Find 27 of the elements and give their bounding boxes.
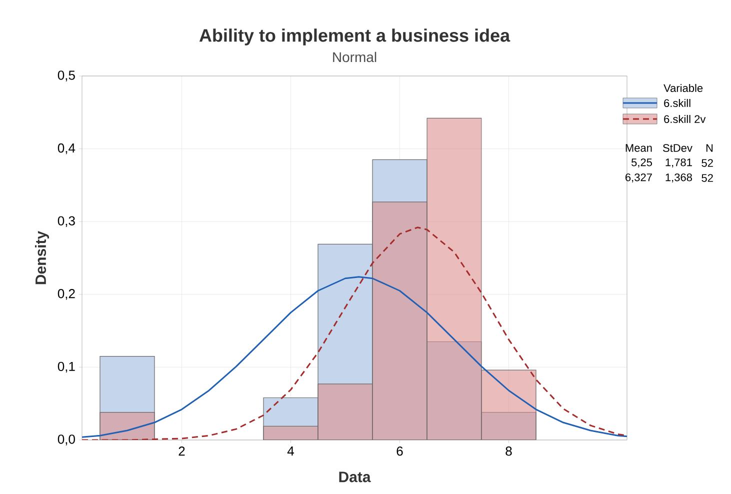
- x-tick-label: 6: [396, 446, 403, 456]
- chart-title: Ability to implement a business idea: [199, 28, 510, 46]
- y-tick-label: 0,5: [58, 70, 75, 82]
- text: 1,368: [666, 173, 692, 183]
- x-tick-label: 8: [506, 446, 512, 456]
- text: N: [706, 144, 713, 152]
- legend-label: 6.skill 2v: [664, 114, 706, 124]
- text: StDev: [663, 144, 692, 152]
- chart-subtitle: Normal: [333, 52, 376, 62]
- y-tick-label: 0,1: [58, 362, 75, 373]
- y-tick-label: 0,2: [58, 289, 75, 300]
- x-tick-label: 2: [178, 446, 185, 456]
- y-axis-title: Density: [35, 230, 49, 284]
- annotation: Mean: [626, 144, 652, 152]
- y-tick-label: 0,0: [58, 434, 75, 446]
- text: 52: [702, 174, 713, 182]
- y-tick-label: 0,4: [58, 143, 76, 154]
- text: 5,25: [632, 158, 652, 168]
- text: 1,781: [666, 158, 692, 168]
- x-tick-label: 4: [287, 446, 294, 456]
- legend-label: 6.skill: [664, 98, 690, 108]
- text: 52: [702, 159, 713, 167]
- annotation: 6,327: [626, 173, 652, 183]
- legend-title: Variable: [664, 84, 703, 92]
- line-series: [82, 226, 627, 440]
- x-axis-title: Data: [339, 472, 371, 482]
- y-tick-label: 0,3: [58, 216, 75, 227]
